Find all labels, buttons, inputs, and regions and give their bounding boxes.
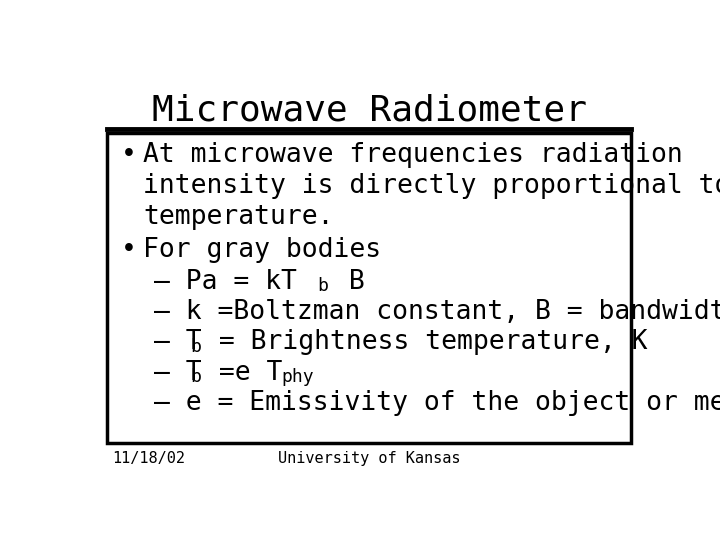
Text: temperature.: temperature. (143, 204, 333, 230)
Text: b: b (317, 277, 328, 295)
Text: – e = Emissivity of the object or media: – e = Emissivity of the object or media (154, 390, 720, 416)
Text: phy: phy (282, 368, 314, 386)
Text: – T: – T (154, 360, 202, 386)
Text: At microwave frequencies radiation: At microwave frequencies radiation (143, 141, 683, 168)
Text: – T: – T (154, 329, 202, 355)
Text: =e T: =e T (203, 360, 283, 386)
Text: 11/18/02: 11/18/02 (112, 451, 185, 466)
Text: b: b (190, 368, 202, 386)
Text: intensity is directly proportional to the: intensity is directly proportional to th… (143, 173, 720, 199)
Text: For gray bodies: For gray bodies (143, 237, 381, 262)
Text: – k =Boltzman constant, B = bandwidth, Hz.: – k =Boltzman constant, B = bandwidth, H… (154, 299, 720, 325)
Text: •: • (121, 141, 137, 168)
Text: University of Kansas: University of Kansas (278, 451, 460, 466)
Text: Microwave Radiometer: Microwave Radiometer (151, 94, 587, 128)
Text: b: b (190, 338, 202, 355)
Text: – Pa = kT: – Pa = kT (154, 268, 297, 294)
Text: = Brightness temperature, K: = Brightness temperature, K (203, 329, 648, 355)
Text: •: • (121, 237, 137, 262)
Text: B: B (333, 268, 364, 294)
FancyBboxPatch shape (107, 133, 631, 443)
